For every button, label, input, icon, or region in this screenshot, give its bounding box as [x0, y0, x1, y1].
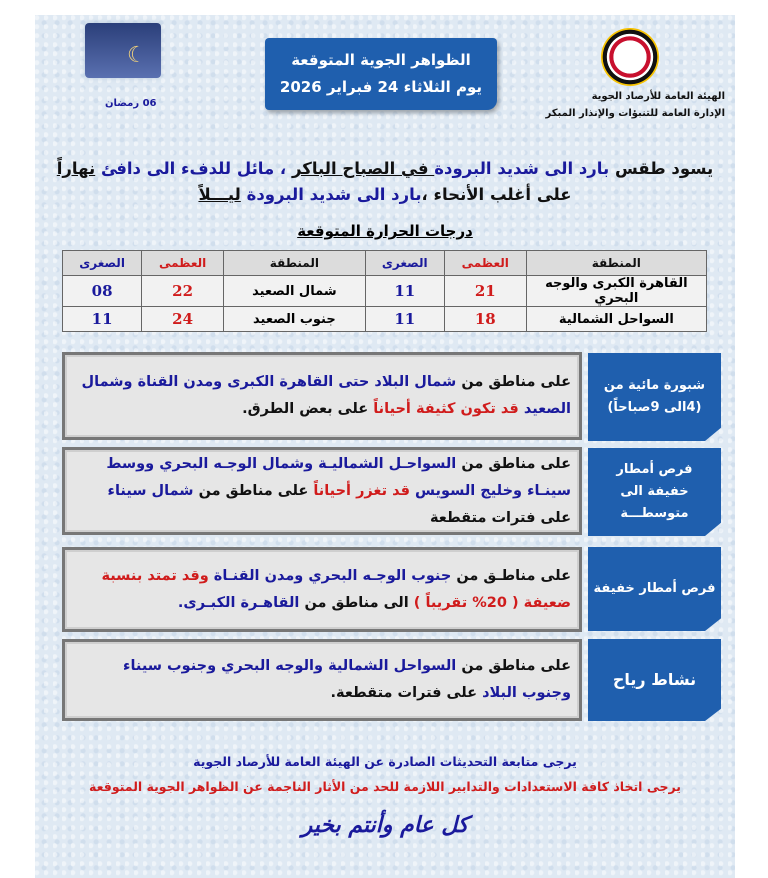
footer-follow-updates: يرجى متابعة التحديثات الصادرة عن الهيئة …: [193, 754, 577, 769]
text-segment: على مناطق من: [193, 482, 314, 499]
table-row: السواحل الشمالية 18 11 جنوب الصعيد 24 11: [61, 306, 708, 332]
org-line-2: الإدارة العامة للتنبؤات والإنذار المبكر: [545, 108, 726, 119]
min-temp: 11: [364, 275, 445, 307]
phenomenon-description: على مناطق من شمال البلاد حتى القاهرة الك…: [73, 369, 571, 423]
col-region: المنطقة: [525, 250, 708, 276]
col-max: العظمى: [443, 250, 527, 276]
region: القاهرة الكبرى والوجه البحري: [525, 275, 708, 307]
phenomenon-label-fog: شبورة مائية من (4الى 9صباحاً): [588, 353, 721, 441]
text-segment: قد تكون كثيفة أحياناً: [373, 401, 519, 417]
meteorological-authority-logo: [601, 28, 659, 86]
text-segment: على مناطـق من: [451, 567, 571, 584]
headline-line-1: يسود طقس بارد الى شديد البرودة في الصباح…: [55, 159, 715, 178]
col-min: الصغرى: [364, 250, 445, 276]
text-segment: السواحـل الشماليـة وشمال الوجـه البحري و…: [106, 455, 571, 499]
temperatures-table: المنطقة العظمى الصغرى المنطقة العظمى الص…: [61, 250, 708, 332]
region: السواحل الشمالية: [525, 306, 708, 332]
phenomenon-label-rain: فرص أمطار خفيفة الى متوسطـــة: [588, 448, 721, 536]
text-segment: الى مناطق من: [299, 594, 414, 611]
col-region: المنطقة: [223, 250, 366, 276]
text-segment: على بعض الطرق.: [242, 401, 374, 417]
headline-line-2: على أغلب الأنحاء ،بارد الى شديد البرودة …: [55, 185, 715, 204]
phenomenon-text-fog: على مناطق من شمال البلاد حتى القاهرة الك…: [62, 352, 582, 440]
text-segment: على فترات متقطعة: [430, 509, 571, 526]
text-segment: شمال البلاد حتى القاهرة الكبرى ومدن القن…: [81, 374, 571, 417]
text-segment: قد تغزر أحياناً: [313, 482, 410, 499]
text-segment: على مناطق من: [456, 374, 571, 390]
col-max: العظمى: [141, 250, 225, 276]
phenomenon-description: على مناطـق من جنوب الوجـه البحري ومدن ال…: [73, 563, 571, 617]
region: جنوب الصعيد: [223, 306, 366, 332]
temperatures-title: درجات الحرارة المتوقعة: [297, 222, 473, 240]
text-segment: بارد الى شديد البرودة: [434, 159, 610, 178]
min-temp: 08: [61, 275, 143, 307]
text-segment: على مناطق من: [456, 658, 571, 674]
text-segment: القاهـرة الكبـرى.: [177, 594, 300, 611]
phenomenon-label-wind: نشاط رياح: [588, 639, 721, 721]
phenomenon-text-rain: على مناطق من السواحـل الشماليـة وشمال ال…: [62, 447, 582, 535]
org-line-1: الهيئة العامة للأرصاد الجوية: [591, 91, 725, 102]
greeting: كل عام وأنتم بخير: [301, 812, 469, 838]
text-segment: السواحل الشمالية والوجه البحري وجنوب سين…: [123, 658, 571, 701]
text-segment: نهاراً: [56, 159, 96, 178]
text-segment: ليـــلاً: [198, 185, 241, 204]
text-segment: ، مائل للدفء الى دافئ: [95, 159, 292, 178]
min-temp: 11: [364, 306, 445, 332]
organization-name: الهيئة العامة للأرصاد الجوية الإدارة الع…: [525, 88, 726, 122]
footer-precautions: يرجى اتخاذ كافة الاستعدادات والتدابير ال…: [89, 779, 681, 794]
text-segment: على فترات متقطعة.: [330, 685, 478, 701]
phenomenon-label-light-rain: فرص أمطار خفيفة: [588, 547, 721, 631]
bulletin-title: الظواهر الجوية المتوقعة يوم الثلاثاء 24 …: [265, 38, 497, 110]
max-temp: 24: [141, 306, 225, 332]
text-segment: بارد الى شديد البرودة: [240, 185, 422, 204]
phenomenon-text-wind: على مناطق من السواحل الشمالية والوجه الب…: [62, 639, 582, 721]
max-temp: 18: [443, 306, 527, 332]
title-line-1: الظواهر الجوية المتوقعة: [291, 51, 471, 69]
max-temp: 22: [141, 275, 225, 307]
phenomenon-description: على مناطق من السواحل الشمالية والوجه الب…: [73, 653, 571, 707]
text-segment: على مناطق من: [456, 455, 571, 472]
ramadan-day: 06 رمضان: [105, 98, 157, 109]
text-segment: على أغلب الأنحاء ،: [421, 185, 572, 204]
title-date: يوم الثلاثاء 24 فبراير 2026: [279, 78, 483, 96]
ramadan-lantern-icon: [85, 23, 161, 78]
max-temp: 21: [443, 275, 527, 307]
weather-bulletin: الهيئة العامة للأرصاد الجوية الإدارة الع…: [35, 15, 735, 878]
phenomenon-text-light-rain: على مناطـق من جنوب الوجـه البحري ومدن ال…: [62, 547, 582, 632]
text-segment: في الصباح الباكر: [291, 159, 435, 178]
text-segment: شمال سيناء: [107, 482, 194, 499]
phenomenon-description: على مناطق من السواحـل الشماليـة وشمال ال…: [73, 451, 571, 532]
min-temp: 11: [61, 306, 143, 332]
col-min: الصغرى: [61, 250, 143, 276]
text-segment: يسود طقس: [609, 159, 714, 178]
text-segment: وقد تمتد بنسبة ضعيفة ( 20% تقريباً ): [101, 567, 571, 611]
text-segment: جنوب الوجـه البحري ومدن القنـاة: [208, 567, 452, 584]
table-header-row: المنطقة العظمى الصغرى المنطقة العظمى الص…: [61, 250, 708, 276]
region: شمال الصعيد: [223, 275, 366, 307]
table-row: القاهرة الكبرى والوجه البحري 21 11 شمال …: [61, 275, 708, 307]
